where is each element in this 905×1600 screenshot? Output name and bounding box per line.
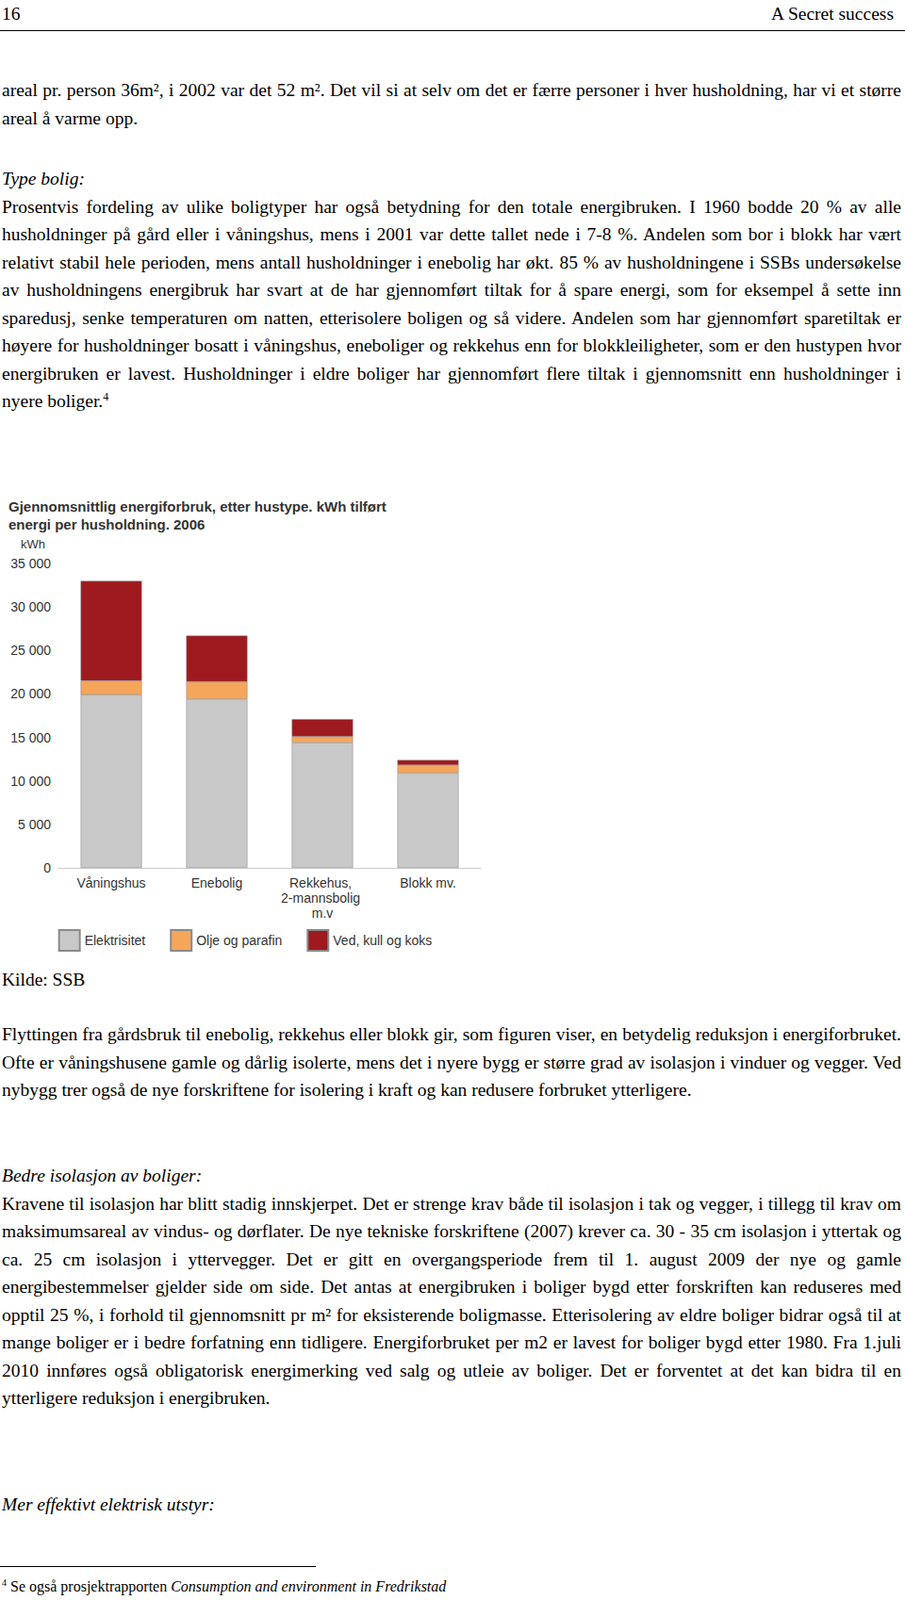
svg-text:Gjennomsnittlig energiforbruk,: Gjennomsnittlig energiforbruk, etter hus… — [8, 498, 391, 515]
html-text:Kravene til isolasjon har blit: Kravene til isolasjon har blitt stadig i… — [1, 1193, 902, 1409]
svg-text:20 000: 20 000 — [10, 686, 51, 702]
svg-text:Olje og parafin: Olje og parafin — [196, 933, 282, 949]
svg-text:Blokk mv.: Blokk mv. — [399, 875, 457, 891]
html-text:Kilde: SSB: Kilde: SSB — [1, 970, 86, 990]
svg-text:kWh: kWh — [20, 537, 46, 552]
html-text:Mer effektivt elektrisk utstyr: Mer effektivt elektrisk utstyr: — [1, 1495, 215, 1515]
html-text:16: 16 — [1, 3, 21, 24]
svg-text:energi per husholdning. 2006: energi per husholdning. 2006 — [8, 516, 205, 533]
svg-text:15 000: 15 000 — [10, 730, 51, 746]
html-text:Prosentvis fordeling av ulike: Prosentvis fordeling av ulike boligtyper… — [1, 196, 902, 412]
svg-text:Rekkehus,: Rekkehus, — [289, 875, 356, 891]
html-text:Flyttingen fra gårdsbruk til e: Flyttingen fra gårdsbruk til enebolig, r… — [1, 1024, 902, 1101]
svg-text:10 000: 10 000 — [10, 773, 51, 790]
html-text:areal pr. person 36m², i 2002: areal pr. person 36m², i 2002 var det 52… — [1, 80, 902, 128]
svg-text:5 000: 5 000 — [17, 817, 51, 833]
svg-text:30 000: 30 000 — [10, 599, 51, 615]
svg-text:m.v: m.v — [312, 905, 334, 922]
svg-text:0: 0 — [43, 860, 51, 876]
svg-text:25 000: 25 000 — [10, 642, 51, 659]
svg-text:Våningshus: Våningshus — [76, 875, 146, 891]
html-text:Type bolig:: Type bolig: — [1, 168, 85, 189]
html-text:A Secret success: A Secret success — [771, 3, 894, 24]
svg-text:35 000: 35 000 — [10, 556, 51, 572]
html-text:4 Se også prosjektrapporten Co: 4 Se også prosjektrapporten Consumption … — [1, 1577, 447, 1596]
html-text:Bedre isolasjon av boliger:: Bedre isolasjon av boliger: — [1, 1166, 202, 1186]
svg-text:Enebolig: Enebolig — [191, 875, 244, 891]
svg-text:2-mannsbolig: 2-mannsbolig — [280, 890, 364, 906]
svg-text:Ved, kull og koks: Ved, kull og koks — [332, 933, 432, 949]
svg-text:Elektrisitet: Elektrisitet — [84, 933, 147, 949]
